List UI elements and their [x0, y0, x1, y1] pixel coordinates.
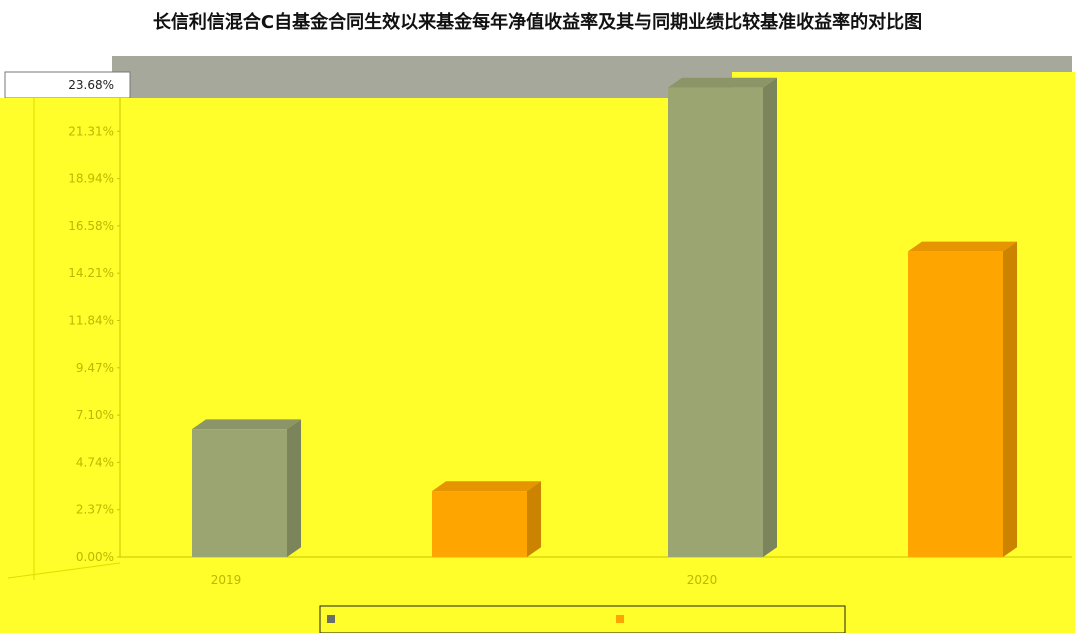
y-axis: 0.00% 2.37% 4.74% 7.10% 9.47% 11.84% 14.21% 16.…	[7, 78, 1072, 580]
x-axis: 2019 2020	[211, 573, 718, 587]
bar-top	[668, 77, 777, 88]
x-tick-label: 2020	[687, 573, 718, 587]
bar-side	[763, 77, 777, 557]
bar-2019-series-2	[432, 481, 541, 557]
axis-frame-top	[4, 71, 131, 99]
y-tick-label: 14.21%	[68, 266, 114, 280]
bar-front	[192, 429, 287, 557]
band-cover	[732, 72, 1075, 98]
bar-2020-series-2	[908, 241, 1017, 558]
y-tick-label: 7.10%	[76, 408, 114, 422]
y-tick-label: 23.68%	[68, 78, 114, 92]
floor-edge	[7, 562, 121, 579]
y-tick-label: 9.47%	[76, 361, 114, 375]
y-tick-label: 11.84%	[68, 314, 114, 328]
y-tick-label: 16.58%	[68, 219, 114, 233]
bar-front	[432, 491, 527, 557]
y-tick-label: 18.94%	[68, 172, 114, 186]
chart-title: 长信利信混合C自基金合同生效以来基金每年净值收益率及其与同期业绩比较基准收益率的…	[152, 12, 923, 33]
legend-swatch-series-1	[327, 615, 335, 623]
y-tick-label: 2.37%	[76, 503, 114, 517]
legend-swatch-series-2	[616, 615, 624, 623]
bar-2020-series-1	[668, 77, 777, 558]
bar-side	[1003, 241, 1017, 558]
bar-side	[527, 481, 541, 557]
y-tick-label: 0.00%	[76, 550, 114, 564]
bar-front	[908, 251, 1003, 557]
bar-top	[908, 241, 1017, 252]
bar-side	[287, 419, 301, 557]
bar-top	[432, 481, 541, 492]
bar-front	[668, 87, 763, 558]
y-tick-label: 21.31%	[68, 124, 114, 138]
bar-2019-series-1	[192, 419, 301, 557]
bars	[192, 77, 1017, 558]
x-tick-label: 2019	[211, 573, 242, 587]
bar-top	[192, 419, 301, 430]
y-tick-label: 4.74%	[76, 455, 114, 469]
legend	[319, 605, 846, 633]
